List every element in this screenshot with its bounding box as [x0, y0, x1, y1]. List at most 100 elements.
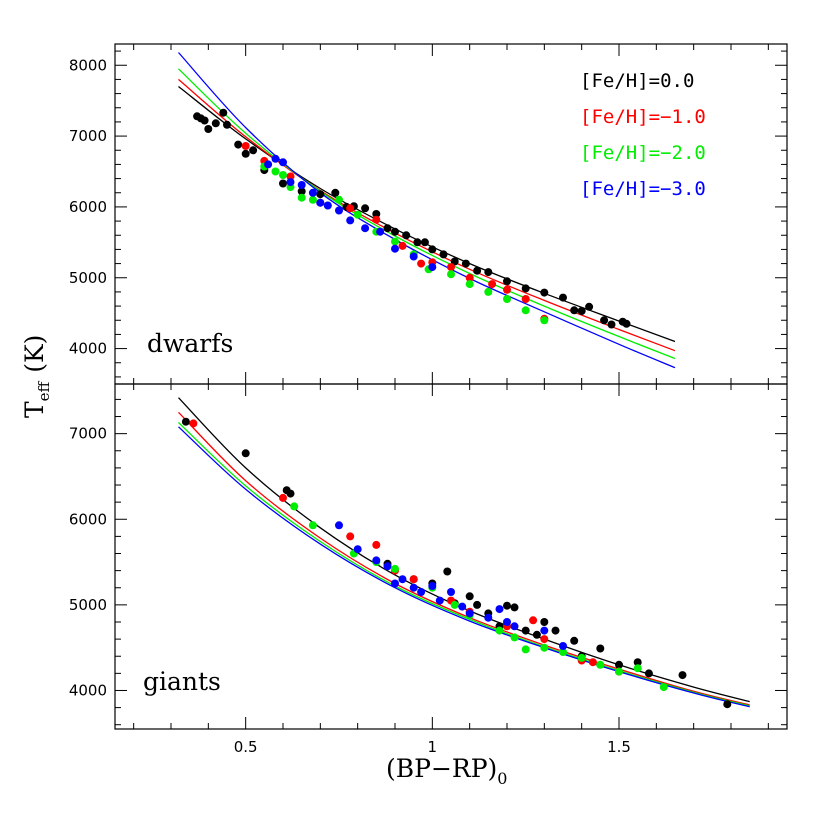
x-axis-label: (BP−RP)0 — [386, 754, 507, 788]
giants-data-point — [559, 642, 567, 650]
dwarfs-data-point — [361, 224, 370, 233]
giants-data-point — [391, 564, 399, 573]
y-tick-label: 7000 — [69, 425, 107, 443]
legend-entry-feh-minus-2: [Fe/H]=−2.0 — [580, 142, 706, 164]
giants-data-point — [633, 664, 642, 673]
dwarfs-data-point — [402, 231, 411, 240]
dwarfs-data-point — [346, 204, 355, 213]
legend: [Fe/H]=0.0 [Fe/H]=−1.0 [Fe/H]=−2.0 [Fe/H… — [580, 70, 706, 200]
dwarfs-data-point — [249, 146, 258, 155]
giants-data-point — [551, 626, 560, 635]
x-tick-label: 1 — [428, 738, 438, 756]
giants-data-point — [510, 633, 519, 642]
dwarfs-data-point — [286, 172, 295, 181]
giants-data-point — [465, 592, 474, 601]
giants-data-point — [570, 636, 579, 645]
dwarfs-data-point — [428, 245, 437, 254]
giants-panel-label: giants — [143, 667, 221, 696]
giants-data-point — [532, 630, 541, 639]
dwarfs-data-point — [540, 316, 549, 325]
y-tick-label: 7000 — [69, 127, 107, 145]
giants-data-point — [510, 622, 519, 631]
giants-data-point — [503, 601, 511, 610]
dwarfs-data-point — [297, 187, 306, 196]
giants-data-point — [521, 626, 530, 635]
dwarfs-data-point — [521, 295, 530, 303]
giants-data-point — [633, 658, 642, 667]
dwarfs-data-point — [465, 273, 474, 282]
y-tick-label: 5000 — [69, 596, 107, 614]
giants-data-point — [353, 545, 362, 554]
giants-panel-frame — [114, 383, 788, 730]
giants-data-point — [659, 683, 668, 692]
dwarfs-panel-label: dwarfs — [147, 329, 233, 358]
dwarfs-data-point — [323, 201, 332, 210]
dwarfs-data-point — [391, 227, 399, 236]
dwarfs-data-point — [383, 224, 392, 233]
dwarfs-data-point — [234, 140, 243, 149]
dwarfs-data-point — [439, 250, 448, 259]
giants-fit-line — [178, 411, 750, 706]
giants-data-point — [417, 588, 426, 596]
dwarfs-data-point — [335, 195, 343, 204]
giants-axis-ticks: 4000 5000 6000 7000 0.5 1 1.5 — [69, 384, 787, 756]
dwarfs-data-point — [391, 244, 399, 253]
giants-data-point — [510, 603, 519, 612]
legend-entry-feh-minus-3: [Fe/H]=−3.0 — [580, 178, 706, 200]
dwarfs-data-point — [297, 181, 306, 189]
dwarfs-data-point — [391, 237, 399, 246]
giants-data-point — [540, 626, 549, 635]
giants-data-point — [678, 671, 687, 680]
giants-data-point — [286, 489, 295, 498]
dwarfs-data-point — [622, 319, 631, 328]
y-tick-label: 5000 — [69, 269, 107, 287]
giants-data-point — [521, 645, 530, 654]
dwarfs-data-point — [331, 188, 340, 197]
giants-data-point — [577, 653, 586, 662]
dwarfs-fit-line — [178, 52, 676, 369]
giants-data-point — [398, 575, 407, 584]
giants-data-point — [473, 600, 482, 609]
y-tick-label: 4000 — [69, 681, 107, 699]
dwarfs-data-point — [271, 167, 280, 176]
dwarfs-data-point — [271, 154, 280, 163]
giants-plot-area — [178, 397, 750, 709]
dwarfs-data-point — [372, 210, 381, 218]
dwarfs-data-point — [540, 288, 549, 297]
dwarfs-data-point — [488, 280, 497, 289]
dwarfs-data-point — [353, 210, 362, 219]
giants-data-point — [540, 643, 549, 652]
dwarfs-data-point — [521, 306, 530, 315]
dwarfs-data-point — [420, 238, 429, 247]
giants-data-point — [189, 419, 198, 428]
x-tick-label: 1.5 — [607, 738, 631, 756]
giants-data-point — [596, 644, 605, 653]
giants-data-point — [529, 616, 538, 625]
giants-data-point — [335, 521, 343, 530]
giants-data-point — [308, 521, 317, 530]
dwarfs-data-point — [297, 193, 306, 202]
dwarfs-data-point — [577, 307, 586, 315]
dwarfs-axis-ticks: 4000 5000 6000 7000 8000 — [69, 44, 787, 384]
giants-data-point — [458, 602, 467, 611]
dwarfs-data-point — [398, 241, 407, 250]
giants-fit-line — [178, 426, 750, 708]
giants-data-point — [615, 660, 623, 669]
giants-data-point — [435, 596, 444, 605]
dwarfs-data-point — [417, 259, 426, 268]
y-tick-label: 6000 — [69, 510, 107, 528]
y-tick-label: 4000 — [69, 340, 107, 358]
y-tick-label: 6000 — [69, 198, 107, 216]
dwarfs-data-point — [211, 119, 220, 128]
giants-data-point — [409, 583, 418, 592]
giants-data-point — [279, 493, 287, 502]
dwarfs-fit-line — [178, 68, 676, 360]
dwarfs-data-point — [223, 120, 231, 129]
dwarfs-data-point — [279, 179, 287, 188]
giants-data-point — [181, 417, 190, 426]
giants-data-point — [596, 660, 605, 669]
dwarfs-data-point — [559, 293, 567, 302]
dwarfs-data-point — [503, 295, 511, 303]
dwarfs-data-point — [219, 108, 228, 117]
dwarfs-data-point — [585, 302, 594, 311]
